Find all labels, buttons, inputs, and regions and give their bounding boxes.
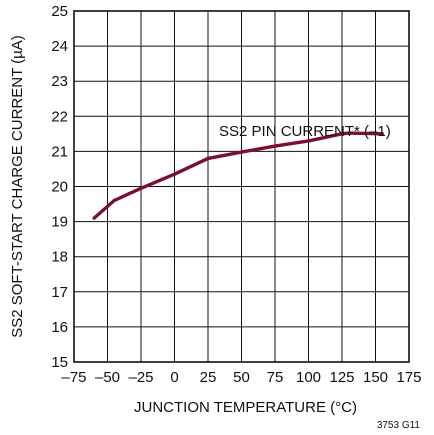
series-line: [92, 131, 384, 220]
x-tick-label: 175: [396, 369, 421, 386]
y-tick-labels: 15 16 17 18 19 20 21 22 23 24 25: [51, 3, 68, 371]
grid: [73, 10, 410, 363]
y-tick-label: 21: [51, 143, 68, 160]
x-tick-label: 125: [329, 369, 354, 386]
x-tick-label: 100: [296, 369, 321, 386]
y-tick-label: 22: [51, 108, 68, 125]
y-tick-label: 17: [51, 284, 68, 301]
x-tick-label: –25: [128, 369, 153, 386]
y-tick-label: 15: [51, 354, 68, 371]
x-tick-label: –50: [95, 369, 120, 386]
x-tick-label: –75: [61, 369, 86, 386]
y-tick-label: 20: [51, 179, 68, 196]
x-tick-label: 25: [200, 369, 217, 386]
x-tick-label: 75: [267, 369, 284, 386]
x-tick-labels: –75 –50 –25 0 25 50 75 100 125 150 175: [61, 369, 421, 386]
y-tick-label: 19: [51, 214, 68, 231]
series-annotation: SS2 PIN CURRENT* (–1): [219, 123, 391, 140]
y-tick-label: 23: [51, 73, 68, 90]
y-tick-label: 25: [51, 3, 68, 20]
series-group: [92, 131, 384, 220]
y-axis-label: SS2 SOFT-START CHARGE CURRENT (µA): [9, 35, 26, 338]
y-tick-label: 18: [51, 249, 68, 266]
x-axis-label: JUNCTION TEMPERATURE (°C): [134, 399, 357, 416]
x-tick-label: 50: [233, 369, 250, 386]
plot-frame: [73, 10, 410, 363]
figure-code: 3753 G11: [377, 420, 421, 431]
y-tick-label: 24: [51, 38, 68, 55]
x-tick-label: 150: [363, 369, 388, 386]
x-tick-label: 0: [170, 369, 178, 386]
y-tick-label: 16: [51, 319, 68, 336]
